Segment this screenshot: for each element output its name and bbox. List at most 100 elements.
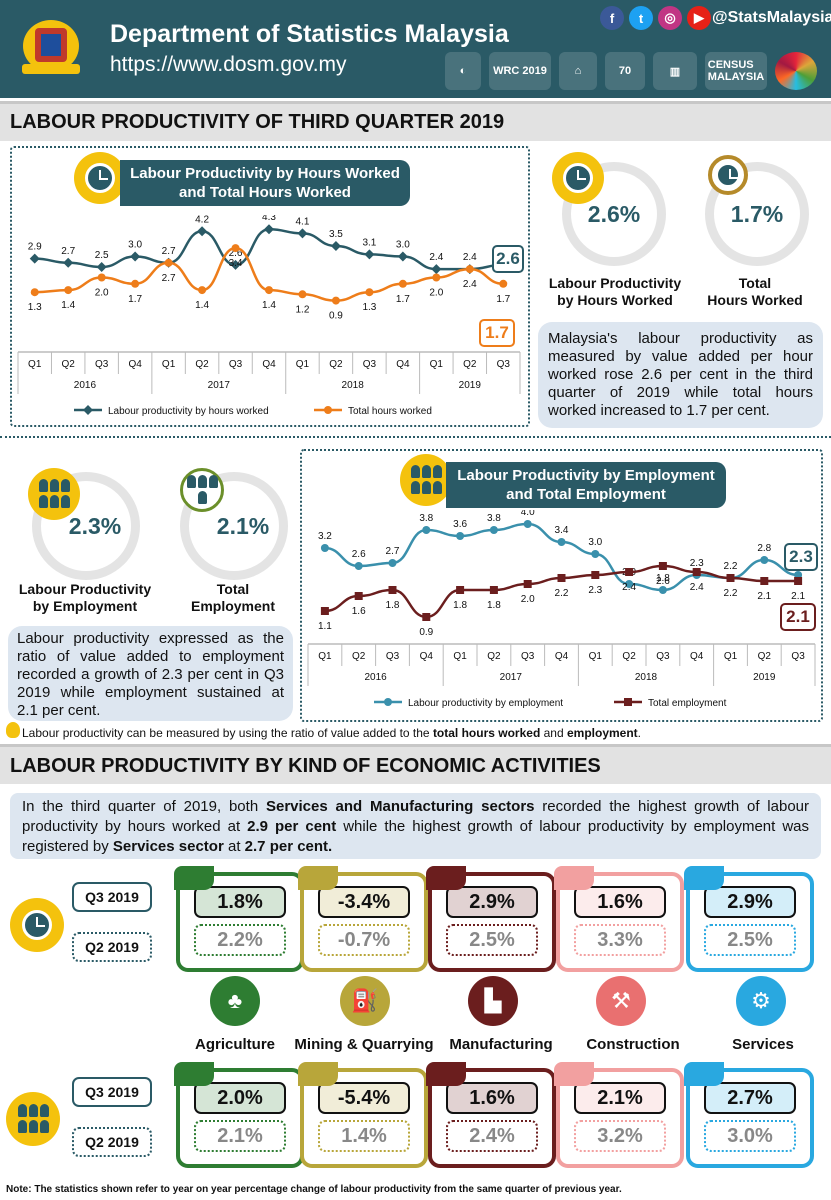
data-label: 0.9	[419, 627, 433, 638]
footnote-text: Labour productivity can be measured by u…	[22, 726, 433, 740]
kpi2-label-line2: Hours Worked	[707, 292, 803, 308]
data-label: 2.1	[757, 591, 771, 602]
q2-label-hours: Q2 2019	[72, 932, 152, 962]
data-label: 4.1	[296, 216, 310, 227]
data-point	[557, 574, 566, 582]
sector-card: 2.1% 3.2%	[554, 1062, 684, 1168]
legend-label: Labour productivity by hours worked	[108, 406, 269, 417]
sector-q3-value: 2.7%	[704, 1082, 796, 1114]
data-label: 1.3	[362, 302, 376, 313]
sector-q3-value: -5.4%	[318, 1082, 410, 1114]
x-tick-label: Q1	[296, 359, 310, 370]
data-label: 2.2	[724, 561, 738, 572]
workers-gear-icon	[400, 454, 452, 506]
sector-name-services: Services	[732, 1036, 794, 1053]
data-point	[197, 226, 208, 237]
data-point	[456, 532, 465, 540]
data-point	[625, 580, 634, 588]
data-point	[230, 259, 241, 270]
data-point	[320, 607, 329, 615]
chart2-title: Labour Productivity by Employment and To…	[446, 462, 726, 508]
mydata-logo-icon: ▥	[653, 52, 697, 90]
x-tick-label: Q1	[589, 651, 603, 662]
data-label: 2.0	[429, 288, 443, 299]
data-point	[760, 556, 769, 564]
youtube-icon[interactable]: ▶	[687, 6, 711, 30]
sector-q2-value: 3.3%	[574, 924, 666, 956]
sector-card-corner	[298, 866, 338, 890]
data-point	[131, 279, 140, 288]
chart2-svg: 3.2 2.6 2.7 3.8 3.6 3.8 4.0 3.4 3.0 2.0 1.8 2.3 2.2 2…	[307, 510, 816, 709]
malaysia-crest-icon	[22, 20, 80, 74]
x-tick-label: Q3	[95, 359, 109, 370]
chart2-title-line1: Labour Productivity by Employment	[457, 467, 715, 484]
sector-card-corner	[174, 866, 214, 890]
data-point	[354, 592, 363, 600]
twitter-icon[interactable]: t	[629, 6, 653, 30]
data-label: 4.3	[262, 215, 276, 223]
x-tick-label: Q1	[430, 359, 444, 370]
sector-q2-value: 2.1%	[194, 1120, 286, 1152]
intro-part-4: at	[223, 838, 245, 855]
data-label: 0.9	[329, 311, 343, 322]
sector-card: 2.0% 2.1%	[174, 1062, 304, 1168]
chart1-svg: 2.9 2.7 2.5 3.0 2.7 4.2 2.6 4.3 4.1 3.5 3.1 3.0 2.4 2…	[17, 215, 521, 417]
chart1-frame	[10, 146, 530, 427]
section-bar-1	[0, 101, 831, 141]
data-label: 2.7	[162, 246, 176, 257]
sdg-wheel-icon	[775, 52, 817, 90]
q2-label-employment: Q2 2019	[72, 1127, 152, 1157]
data-label: 3.0	[396, 240, 410, 251]
x-tick-label: Q4	[396, 359, 410, 370]
hies-logo-icon: ⌂	[559, 52, 597, 90]
x-tick-label: Q2	[463, 359, 477, 370]
kpi3-label-line2: by Employment	[32, 598, 138, 614]
data-point	[64, 286, 73, 295]
data-label: 2.3	[588, 585, 602, 596]
legend-marker	[83, 405, 93, 415]
kpi-productivity-employment-label: Labour Productivity by Employment	[10, 581, 160, 615]
data-point	[432, 273, 441, 282]
sector-card: -5.4% 1.4%	[298, 1062, 428, 1168]
chart1-title-line1: Labour Productivity by Hours Worked	[130, 165, 400, 182]
x-year-label: 2016	[364, 672, 387, 683]
data-point	[692, 568, 701, 576]
instagram-icon[interactable]: ◎	[658, 6, 682, 30]
data-label: 1.7	[128, 294, 142, 305]
data-point	[320, 544, 329, 552]
intro-part-2: recorded the highest growth of labour pr…	[22, 798, 810, 835]
lightbulb-icon	[6, 722, 20, 738]
data-label: 2.4	[690, 582, 704, 593]
site-url[interactable]: https://www.dosm.gov.my	[110, 53, 347, 76]
data-point	[489, 586, 498, 594]
data-label: 3.5	[329, 229, 343, 240]
sector-card: 2.9% 2.5%	[426, 866, 556, 972]
sector-q3-value: 2.9%	[446, 886, 538, 918]
x-tick-label: Q2	[62, 359, 76, 370]
x-tick-label: Q2	[329, 359, 343, 370]
intro-bold-3: Services sector	[112, 838, 224, 855]
data-point	[658, 562, 667, 570]
data-label: 1.3	[28, 302, 42, 313]
data-label: 1.8	[453, 600, 467, 611]
sector-card-corner	[426, 1062, 466, 1086]
data-label: 2.4	[463, 279, 477, 290]
data-point	[365, 288, 374, 297]
data-point	[364, 249, 375, 260]
social-handle[interactable]: @StatsMalaysia	[712, 9, 831, 26]
kpi2-label-line1: Total	[738, 275, 772, 291]
data-label: 4.2	[195, 215, 209, 225]
data-label: 1.8	[487, 600, 501, 611]
x-tick-label: Q3	[363, 359, 377, 370]
sector-q2-value: 2.5%	[446, 924, 538, 956]
data-label: 1.1	[318, 621, 332, 632]
data-label: 1.4	[262, 300, 276, 311]
q3-label-employment: Q3 2019	[72, 1077, 152, 1107]
data-point	[794, 577, 803, 585]
chart2-frame	[300, 449, 823, 722]
chart1-title: Labour Productivity by Hours Worked and …	[120, 160, 410, 206]
data-label: 2.2	[724, 588, 738, 599]
facebook-icon[interactable]: f	[600, 6, 624, 30]
data-point	[130, 251, 141, 262]
data-point	[96, 262, 107, 272]
